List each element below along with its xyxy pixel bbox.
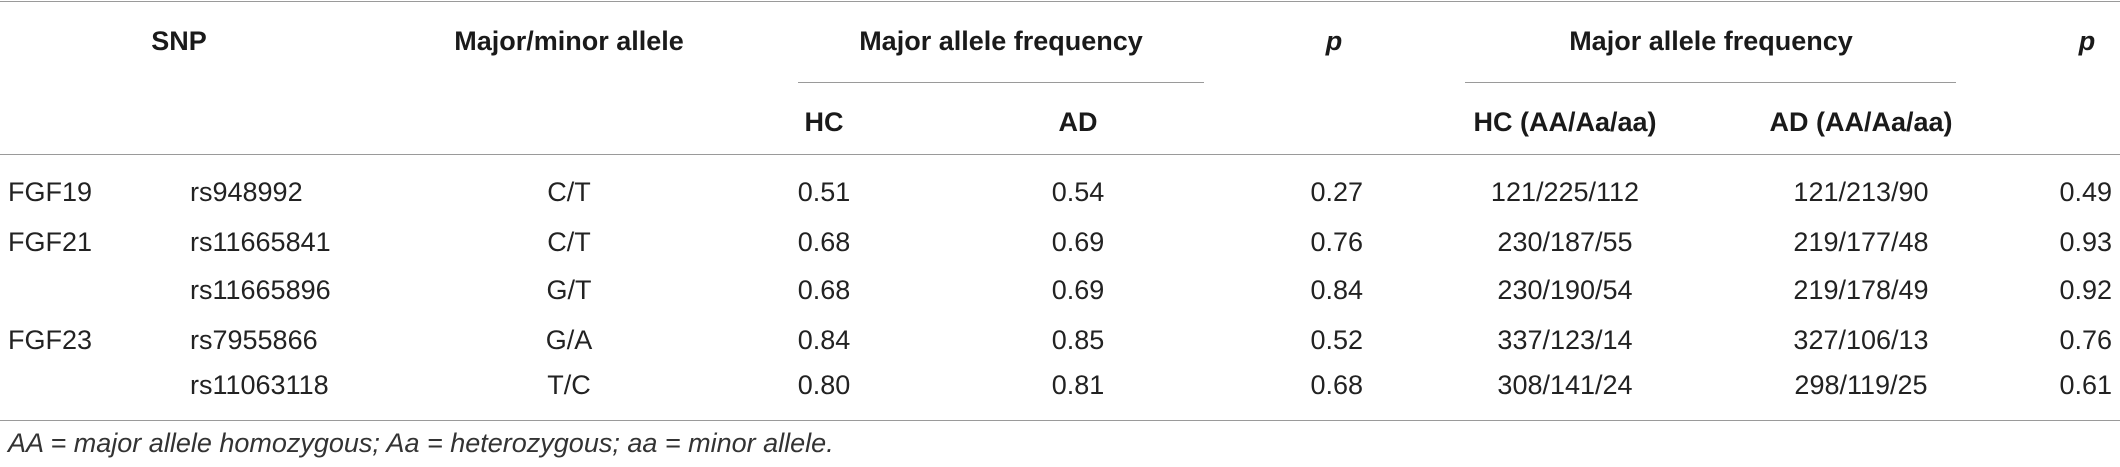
- header-bottom-rule: [0, 154, 2120, 155]
- ad-genotype-cell: 121/213/90: [1793, 177, 1929, 207]
- gene-cell: FGF23: [8, 325, 93, 355]
- ad-frequency-cell: 0.69: [1051, 227, 1105, 257]
- allele-cell: G/T: [546, 275, 592, 305]
- allele-cell: C/T: [547, 177, 591, 207]
- snp-cell: rs948992: [190, 177, 303, 207]
- header-major-allele-frequency-2: Major allele frequency: [1569, 26, 1853, 56]
- hc-frequency-cell: 0.68: [797, 275, 851, 305]
- header-snp: SNP: [151, 26, 207, 56]
- ad-frequency-cell: 0.54: [1051, 177, 1105, 207]
- header-hc: HC: [804, 107, 844, 137]
- genotype-p-value-cell: 0.76: [2059, 325, 2112, 355]
- table-top-rule: [0, 1, 2120, 2]
- header-span-rule-1: [798, 82, 1204, 83]
- hc-genotype-cell: 121/225/112: [1490, 177, 1640, 207]
- header-major-allele-frequency-1: Major allele frequency: [859, 26, 1143, 56]
- genotype-p-value-cell: 0.93: [2059, 227, 2112, 257]
- hc-genotype-cell: 230/190/54: [1497, 275, 1633, 305]
- hc-genotype-cell: 230/187/55: [1497, 227, 1633, 257]
- allele-cell: G/A: [545, 325, 593, 355]
- p-value-cell: 0.27: [1310, 177, 1363, 207]
- hc-genotype-cell: 337/123/14: [1497, 325, 1633, 355]
- p-value-cell: 0.76: [1310, 227, 1363, 257]
- header-hc-genotype: HC (AA/Aa/aa): [1473, 107, 1657, 137]
- hc-frequency-cell: 0.68: [797, 227, 851, 257]
- header-p-1: p: [1325, 26, 1343, 56]
- ad-genotype-cell: 219/178/49: [1793, 275, 1929, 305]
- hc-genotype-cell: 308/141/24: [1497, 370, 1633, 400]
- snp-cell: rs11063118: [190, 370, 329, 400]
- snp-cell: rs11665841: [190, 227, 331, 257]
- table-bottom-rule: [0, 420, 2120, 421]
- genotype-p-value-cell: 0.61: [2059, 370, 2112, 400]
- genotype-p-value-cell: 0.49: [2059, 177, 2112, 207]
- genotype-p-value-cell: 0.92: [2059, 275, 2112, 305]
- p-value-cell: 0.84: [1310, 275, 1363, 305]
- gene-cell: FGF21: [8, 227, 93, 257]
- allele-cell: C/T: [547, 227, 591, 257]
- snp-cell: rs11665896: [190, 275, 331, 305]
- ad-genotype-cell: 219/177/48: [1793, 227, 1929, 257]
- header-ad-genotype: AD (AA/Aa/aa): [1769, 107, 1953, 137]
- header-major-minor-allele: Major/minor allele: [454, 26, 684, 56]
- header-span-rule-2: [1465, 82, 1956, 83]
- hc-frequency-cell: 0.84: [797, 325, 851, 355]
- ad-frequency-cell: 0.69: [1051, 275, 1105, 305]
- ad-frequency-cell: 0.81: [1051, 370, 1105, 400]
- hc-frequency-cell: 0.80: [797, 370, 851, 400]
- header-p-2: p: [2078, 26, 2096, 56]
- ad-frequency-cell: 0.85: [1051, 325, 1105, 355]
- p-value-cell: 0.52: [1310, 325, 1363, 355]
- table-footnote: AA = major allele homozygous; Aa = heter…: [8, 428, 834, 458]
- hc-frequency-cell: 0.51: [797, 177, 851, 207]
- snp-cell: rs7955866: [190, 325, 318, 355]
- header-ad: AD: [1058, 107, 1098, 137]
- allele-cell: T/C: [547, 370, 591, 400]
- ad-genotype-cell: 327/106/13: [1793, 325, 1929, 355]
- gene-cell: FGF19: [8, 177, 93, 207]
- ad-genotype-cell: 298/119/25: [1794, 370, 1928, 400]
- p-value-cell: 0.68: [1310, 370, 1363, 400]
